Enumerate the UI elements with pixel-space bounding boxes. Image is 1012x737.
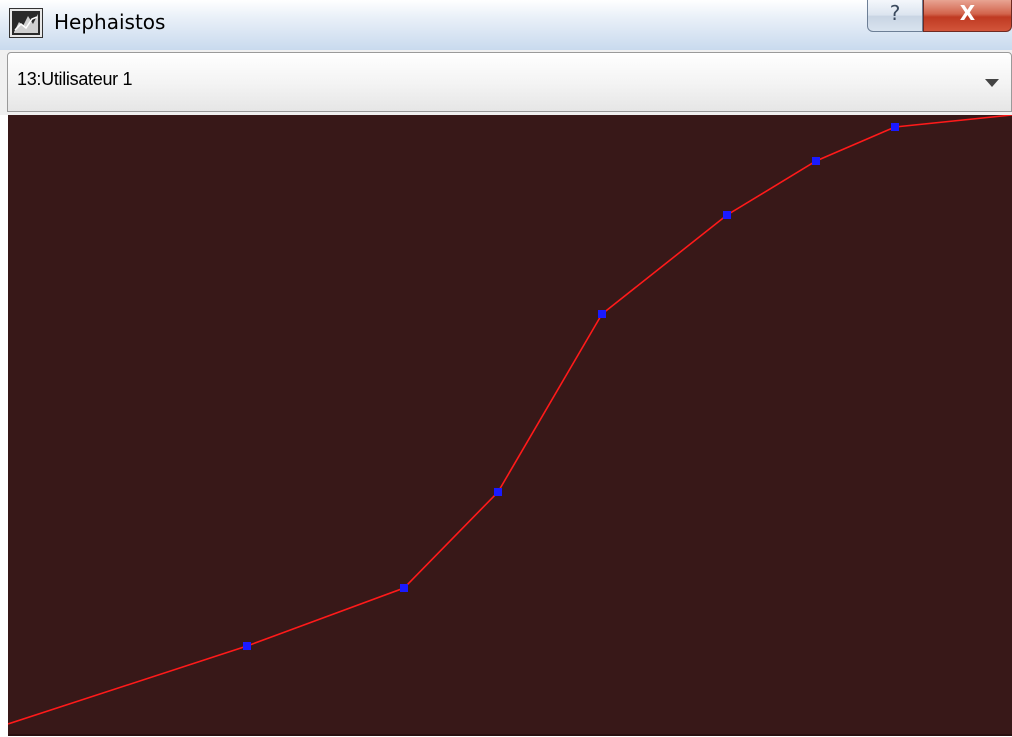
curve-control-point-6[interactable] bbox=[812, 157, 820, 165]
title-bar[interactable]: Hephaistos ? X bbox=[0, 0, 1012, 50]
chevron-down-icon[interactable] bbox=[985, 79, 999, 87]
help-button[interactable]: ? bbox=[867, 0, 923, 32]
curve-control-point-3[interactable] bbox=[494, 488, 502, 496]
curve-control-point-1[interactable] bbox=[243, 642, 251, 650]
profile-select[interactable]: 13:Utilisateur 1 bbox=[7, 52, 1012, 112]
window-title: Hephaistos bbox=[54, 10, 166, 34]
curve-control-point-4[interactable] bbox=[598, 310, 606, 318]
close-button[interactable]: X bbox=[923, 0, 1012, 32]
curve-editor[interactable] bbox=[8, 115, 1012, 736]
curve-background bbox=[8, 115, 1012, 734]
profile-select-value: 13:Utilisateur 1 bbox=[17, 69, 133, 89]
hephaistos-app-icon bbox=[9, 8, 43, 38]
window-left-border bbox=[0, 50, 8, 737]
curve-control-point-2[interactable] bbox=[400, 584, 408, 592]
curve-control-point-5[interactable] bbox=[723, 211, 731, 219]
caption-buttons: ? X bbox=[867, 0, 1012, 32]
curve-control-point-7[interactable] bbox=[891, 123, 899, 131]
curve-canvas[interactable] bbox=[8, 115, 1012, 734]
selector-row: 13:Utilisateur 1 bbox=[0, 50, 1012, 115]
